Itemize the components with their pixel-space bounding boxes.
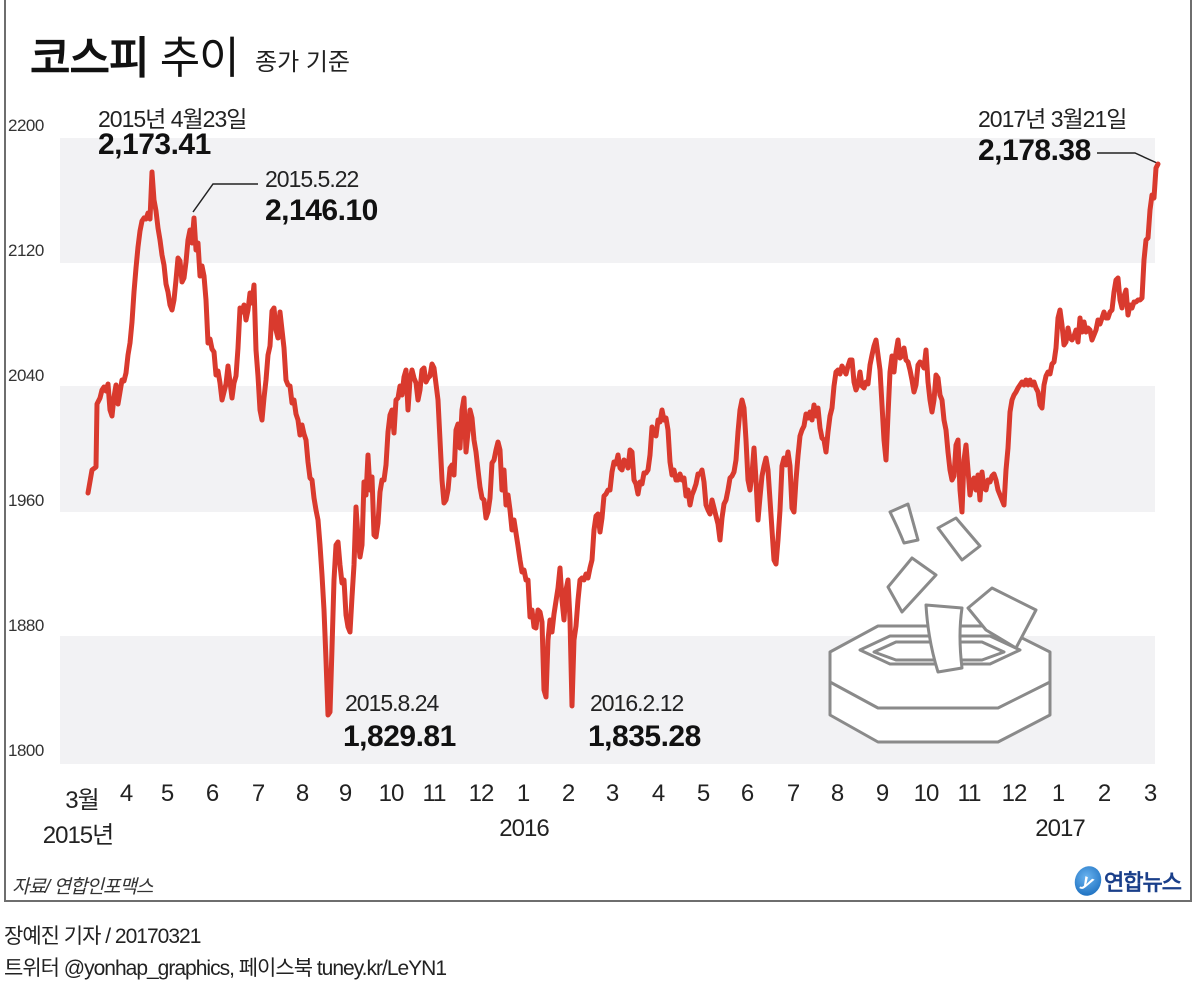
annotation-high1-value: 2,173.41 xyxy=(98,128,211,161)
x-tick-label: 5 xyxy=(160,780,174,807)
x-tick-label: 7 xyxy=(251,780,265,807)
x-tick-label: 2 xyxy=(1097,780,1111,807)
annotation-leaders xyxy=(192,152,1158,213)
ytick-2120: 2120 xyxy=(8,241,44,260)
byline: 장예진 기자 / 20170321 xyxy=(4,925,201,948)
annotation-low2-value: 1,835.28 xyxy=(588,720,701,753)
ytick-1800: 1800 xyxy=(8,741,44,760)
ytick-2040: 2040 xyxy=(8,366,44,385)
annotation-high2-value: 2,146.10 xyxy=(265,194,378,227)
ytick-2200: 2200 xyxy=(8,116,44,135)
annotation-high1-date: 2015년 4월23일 xyxy=(98,106,247,132)
x-tick-label: 9 xyxy=(875,780,889,807)
x-tick-label: 4 xyxy=(651,780,665,807)
x-tick-label: 12 xyxy=(468,780,495,807)
x-tick-label: 6 xyxy=(740,780,754,807)
chart-title: 코스피 추이 xyxy=(30,22,240,86)
x-tick-label: 10 xyxy=(913,780,940,807)
chart-subtitle: 종가 기준 xyxy=(255,49,350,76)
x-tick-label: 3 xyxy=(605,780,619,807)
x-tick-label: 11 xyxy=(422,780,447,807)
source-credit: 자료/ 연합인포맥스 xyxy=(12,877,153,898)
social-links: 트위터 @yonhap_graphics, 페이스북 tuney.kr/LeYN… xyxy=(4,957,447,980)
annotation-last-value: 2,178.38 xyxy=(978,134,1091,167)
ytick-1880: 1880 xyxy=(8,616,44,635)
band-2200-2120 xyxy=(60,138,1155,263)
x-tick-label: 4 xyxy=(119,780,133,807)
annotation-low2-date: 2016.2.12 xyxy=(590,690,684,716)
ballot-box-icon xyxy=(828,502,1052,744)
x-tick-label: 1 xyxy=(516,780,530,807)
title-bold: 코스피 xyxy=(30,34,149,83)
x-tick-label: 7 xyxy=(786,780,800,807)
yonhap-logo: y 연합뉴스 xyxy=(1070,862,1182,900)
x-tick-label: 5 xyxy=(696,780,710,807)
x-tick-label: 11 xyxy=(957,780,982,807)
x-year-label: 2016 xyxy=(499,815,549,842)
kospi-line xyxy=(85,161,1161,718)
annotation-high2-date: 2015.5.22 xyxy=(265,166,359,192)
x-tick-label: 1 xyxy=(1051,780,1065,807)
x-tick-label: 10 xyxy=(378,780,405,807)
yonhap-logo-icon: y xyxy=(1070,862,1106,900)
x-tick-label: 8 xyxy=(295,780,309,807)
x-tick-label: 12 xyxy=(1001,780,1028,807)
annotation-last-date: 2017년 3월21일 xyxy=(978,106,1127,132)
yonhap-logo-text: 연합뉴스 xyxy=(1104,870,1182,895)
x-tick-label: 3 xyxy=(1143,780,1157,807)
ytick-1960: 1960 xyxy=(8,491,44,510)
x-tick-label: 9 xyxy=(338,780,352,807)
x-year-label: 2015년 xyxy=(42,822,114,849)
x-tick-label: 6 xyxy=(205,780,219,807)
x-year-label: 2017 xyxy=(1035,815,1085,842)
x-tick-label: 8 xyxy=(830,780,844,807)
annotation-low1-value: 1,829.81 xyxy=(343,720,456,753)
title-light: 추이 xyxy=(159,34,240,83)
x-tick-label: 3월 xyxy=(65,787,99,814)
x-tick-label: 2 xyxy=(561,780,575,807)
annotation-low1-date: 2015.8.24 xyxy=(345,690,439,716)
